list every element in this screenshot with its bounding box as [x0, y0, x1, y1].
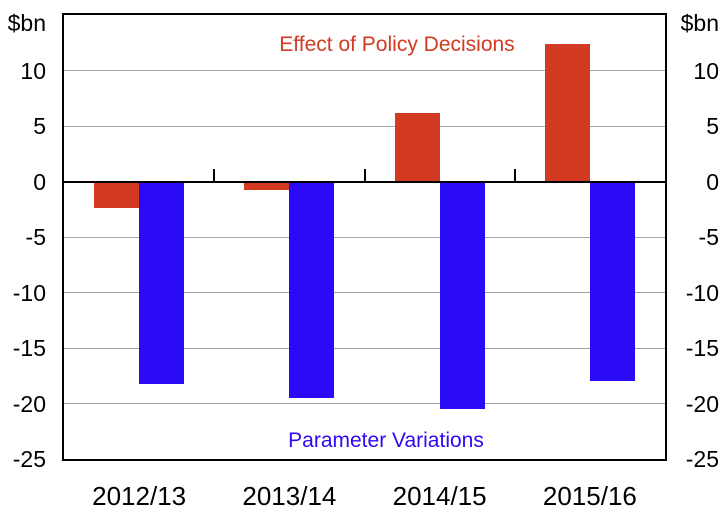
category-axis-tick [513, 168, 516, 182]
y-tick-label--15: -15 [12, 335, 46, 361]
bar-series1-2015/16 [544, 43, 590, 182]
y-tick-label--20: -20 [685, 390, 719, 417]
y-tick-label--25: -25 [12, 446, 46, 472]
unit-label-left: $bn [7, 10, 46, 36]
y-tick-label-0: 0 [706, 168, 719, 195]
bar-series1-2013/14 [244, 181, 290, 191]
gridline--5 [64, 236, 665, 238]
x-tick-label-2015/16: 2015/16 [542, 481, 637, 511]
bar-series2-2014/15 [439, 181, 485, 410]
bar-series2-2013/14 [289, 181, 335, 398]
y-tick-label-10: 10 [20, 57, 46, 84]
y-tick-label--15: -15 [685, 335, 719, 361]
series-label-parameter-variations: Parameter Variations [288, 429, 484, 452]
y-tick-label--10: -10 [685, 279, 719, 306]
y-tick-label-5: 5 [33, 113, 46, 139]
bar-series1-2014/15 [394, 112, 440, 182]
gridline-5 [64, 125, 665, 127]
y-tick-label--5: -5 [25, 224, 46, 250]
bar-series2-2012/13 [139, 181, 185, 384]
category-axis-tick [213, 168, 216, 182]
y-tick-label-5: 5 [706, 113, 719, 139]
x-tick-label-2013/14: 2013/14 [242, 481, 337, 511]
bar-series2-2015/16 [589, 181, 635, 382]
x-tick-label-2014/15: 2014/15 [392, 481, 487, 511]
x-tick-label-2012/13: 2012/13 [92, 481, 187, 511]
gridline--10 [64, 292, 665, 293]
y-tick-label--5: -5 [698, 224, 719, 250]
y-tick-label-0: 0 [33, 168, 46, 195]
zero-axis-line [64, 180, 665, 183]
y-tick-label--20: -20 [12, 390, 46, 417]
gridline-10 [64, 70, 665, 71]
y-tick-label--10: -10 [12, 279, 46, 306]
gridline--15 [64, 347, 665, 349]
y-tick-label-10: 10 [693, 57, 719, 84]
y-tick-label--25: -25 [685, 446, 719, 472]
category-axis-tick [363, 168, 366, 182]
plot-area [62, 13, 667, 461]
unit-label-right: $bn [680, 10, 719, 36]
gridline--20 [64, 403, 665, 404]
series-label-effect-of-policy-decisions: Effect of Policy Decisions [279, 33, 515, 56]
bar-series1-2012/13 [94, 181, 140, 209]
